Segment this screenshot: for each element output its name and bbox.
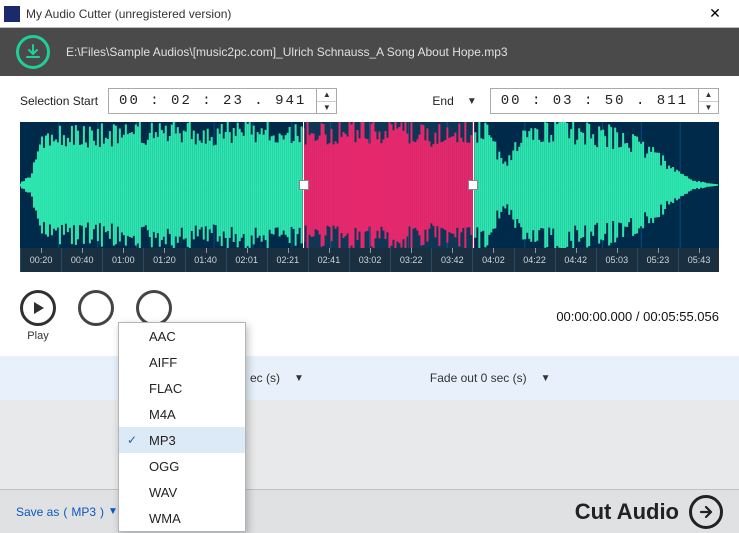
app-icon (4, 6, 20, 22)
format-option-ogg[interactable]: OGG (119, 453, 245, 479)
end-mode-dropdown[interactable]: ▼ (464, 96, 480, 107)
selection-region[interactable] (303, 122, 474, 248)
cut-audio-label: Cut Audio (575, 499, 679, 525)
cut-audio-button[interactable]: Cut Audio (575, 495, 723, 529)
save-as-label: Save as (16, 505, 59, 519)
ruler-tick: 01:40 (185, 248, 226, 272)
fade-out-segment: Fade out 0 sec (s) ▼ (430, 371, 557, 385)
ruler-tick: 05:23 (637, 248, 678, 272)
download-icon[interactable] (16, 35, 50, 69)
arrow-right-icon (689, 495, 723, 529)
ruler-tick: 05:03 (596, 248, 637, 272)
time-ruler: 00:2000:4001:0001:2001:4002:0102:2102:41… (20, 248, 719, 272)
window-title: My Audio Cutter (unregistered version) (26, 7, 695, 21)
format-menu[interactable]: AACAIFFFLACM4AMP3OGGWAVWMA (118, 322, 246, 532)
format-option-wav[interactable]: WAV (119, 479, 245, 505)
bottom-bar: Save as ( MP3 ) ▼ Buy Now Cut Audio (0, 489, 739, 533)
selection-end-spinners[interactable]: ▲ ▼ (698, 88, 718, 114)
selection-start-input[interactable]: 00 : 02 : 23 . 941 ▲ ▼ (108, 88, 337, 114)
fade-in-text: ec (s) (250, 371, 280, 385)
control-icon-3 (136, 290, 172, 326)
selection-row: Selection Start 00 : 02 : 23 . 941 ▲ ▼ E… (20, 88, 719, 114)
fade-in-dropdown[interactable]: ▼ (288, 373, 310, 384)
close-button[interactable]: ✕ (695, 5, 735, 22)
spinner-up-icon[interactable]: ▲ (699, 88, 718, 102)
save-as-format: MP3 (71, 505, 96, 519)
chevron-down-icon: ▼ (108, 506, 118, 517)
control-button-2[interactable] (78, 290, 114, 342)
selection-handle-left[interactable] (299, 180, 309, 190)
fade-out-dropdown[interactable]: ▼ (535, 373, 557, 384)
waveform-panel[interactable]: 00:2000:4001:0001:2001:4002:0102:2102:41… (20, 122, 719, 272)
selection-end-input[interactable]: 00 : 03 : 50 . 811 ▲ ▼ (490, 88, 719, 114)
format-option-wma[interactable]: WMA (119, 505, 245, 531)
ruler-tick: 04:22 (514, 248, 555, 272)
current-time: 00:00:00.000 (556, 309, 632, 324)
selection-handle-right[interactable] (468, 180, 478, 190)
main-content: Selection Start 00 : 02 : 23 . 941 ▲ ▼ E… (0, 76, 739, 356)
spinner-down-icon[interactable]: ▼ (699, 102, 718, 115)
play-icon (20, 290, 56, 326)
play-button[interactable]: Play (20, 290, 56, 342)
format-option-m4a[interactable]: M4A (119, 401, 245, 427)
ruler-tick: 05:43 (678, 248, 719, 272)
ruler-tick: 02:21 (267, 248, 308, 272)
fade-out-text: Fade out 0 sec (s) (430, 371, 527, 385)
ruler-tick: 03:42 (431, 248, 472, 272)
save-as-dropdown[interactable]: Save as ( MP3 ) ▼ (16, 505, 118, 519)
ruler-tick: 04:02 (472, 248, 513, 272)
file-path-bar: E:\Files\Sample Audios\[music2pc.com]_Ul… (0, 28, 739, 76)
ruler-tick: 02:01 (226, 248, 267, 272)
spinner-down-icon[interactable]: ▼ (317, 102, 336, 115)
ruler-tick: 00:20 (20, 248, 61, 272)
fade-in-segment: ec (s) ▼ (250, 371, 310, 385)
total-time: 00:05:55.056 (643, 309, 719, 324)
selection-end-value: 00 : 03 : 50 . 811 (491, 93, 698, 109)
selection-start-value: 00 : 02 : 23 . 941 (109, 93, 316, 109)
fade-bar: ec (s) ▼ Fade out 0 sec (s) ▼ (0, 356, 739, 400)
time-counter: 00:00:00.000 / 00:05:55.056 (556, 309, 719, 324)
selection-end-label: End (432, 94, 453, 108)
ruler-tick: 02:41 (308, 248, 349, 272)
selection-start-spinners[interactable]: ▲ ▼ (316, 88, 336, 114)
ruler-tick: 01:00 (102, 248, 143, 272)
title-bar: My Audio Cutter (unregistered version) ✕ (0, 0, 739, 28)
file-path-text: E:\Files\Sample Audios\[music2pc.com]_Ul… (66, 45, 508, 59)
ruler-tick: 00:40 (61, 248, 102, 272)
ruler-tick: 01:20 (143, 248, 184, 272)
ruler-tick: 03:22 (390, 248, 431, 272)
ruler-tick: 03:02 (349, 248, 390, 272)
format-option-flac[interactable]: FLAC (119, 375, 245, 401)
ruler-tick: 04:42 (555, 248, 596, 272)
spinner-up-icon[interactable]: ▲ (317, 88, 336, 102)
format-option-aac[interactable]: AAC (119, 323, 245, 349)
play-label: Play (27, 330, 48, 342)
format-option-mp3[interactable]: MP3 (119, 427, 245, 453)
selection-start-label: Selection Start (20, 94, 98, 108)
control-icon-2 (78, 290, 114, 326)
format-option-aiff[interactable]: AIFF (119, 349, 245, 375)
